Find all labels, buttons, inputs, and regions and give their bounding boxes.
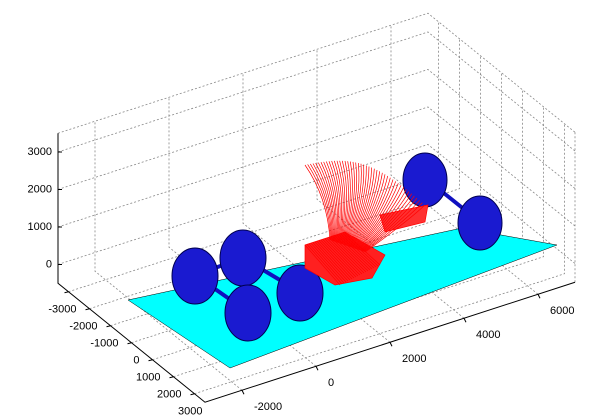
y-tick-label: -2000 (69, 321, 97, 333)
chart: -2000 0 2000 4000 6000 -3000 -2000 -1000 0 1000 20… (0, 0, 610, 419)
arm-wire (305, 165, 330, 240)
arm-wire (313, 164, 332, 241)
y-tick-label: -3000 (48, 304, 76, 316)
y-tick (128, 343, 132, 344)
arm-wire (316, 163, 334, 241)
grid-line (58, 32, 575, 152)
y-tick-label: 2000 (157, 389, 181, 401)
y-tick-label: -1000 (90, 338, 118, 350)
y-tick-label: 3000 (178, 406, 202, 418)
z-tick-label: 3000 (28, 146, 52, 158)
x-tick-label: 2000 (402, 353, 426, 365)
box-edge (58, 13, 575, 133)
z-tick-label: 0 (46, 258, 52, 270)
y-tick (65, 292, 69, 293)
x-tick (538, 294, 540, 298)
grid-line (58, 70, 575, 190)
z-tick-label: 1000 (28, 221, 52, 233)
x-tick (242, 390, 244, 394)
y-tick (191, 394, 195, 395)
y-tick-label: 1000 (136, 372, 160, 384)
x-tick-label: 0 (328, 377, 334, 389)
y-tick (149, 360, 153, 361)
y-tick (107, 326, 111, 327)
y-tick (86, 309, 90, 310)
y-tick-label: 0 (133, 355, 139, 367)
z-tick-label: 2000 (28, 183, 52, 195)
y-tick (170, 377, 174, 378)
x-tick (316, 366, 318, 370)
x-tick (390, 342, 392, 346)
x-tick-label: 4000 (476, 329, 500, 341)
x-tick-label: -2000 (254, 401, 282, 413)
x-tick-label: 6000 (550, 305, 574, 317)
x-tick (464, 318, 466, 322)
